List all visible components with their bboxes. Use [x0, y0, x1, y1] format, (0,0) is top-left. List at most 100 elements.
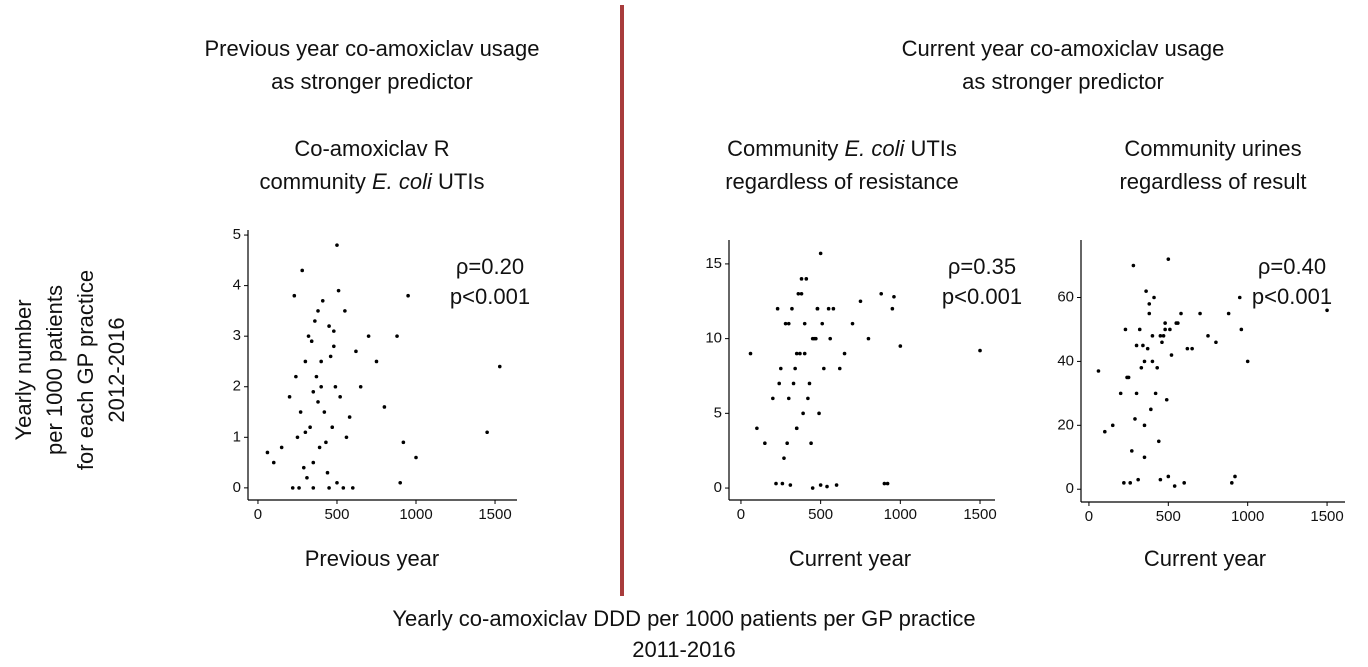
point [1214, 340, 1218, 345]
title-run: E. coli [372, 169, 433, 194]
point [755, 426, 759, 431]
point [287, 395, 292, 399]
y-axis-label: for each GP practice [73, 270, 98, 470]
point [778, 366, 783, 371]
point [820, 321, 825, 326]
point [1131, 263, 1136, 268]
point [1150, 359, 1155, 364]
x-tick-label: 1000 [884, 506, 917, 523]
point [1142, 359, 1147, 364]
point [292, 293, 297, 298]
point [814, 336, 818, 341]
point [834, 483, 839, 487]
title-run: Co-amoxiclav R [294, 136, 449, 161]
point [1164, 397, 1169, 402]
point [320, 298, 325, 303]
annotation: ρ=0.20 [456, 254, 524, 279]
panel-title: community E. coli UTIs [260, 169, 485, 194]
point [295, 435, 300, 440]
point [1134, 391, 1139, 396]
point [774, 481, 778, 486]
y-axis-label: 2012-2016 [104, 317, 129, 422]
heading: Current year co-amoxiclav usage [902, 36, 1225, 61]
point [1239, 327, 1244, 332]
point [347, 415, 352, 419]
heading: as stronger predictor [271, 69, 473, 94]
point [978, 348, 982, 353]
point [1139, 366, 1144, 370]
title-run: regardless of result [1119, 169, 1306, 194]
point [1096, 369, 1101, 373]
point [782, 456, 786, 460]
point [1133, 417, 1137, 421]
x-axis-label: 2011-2016 [632, 637, 736, 662]
point [316, 400, 320, 404]
point [842, 351, 847, 356]
point [1147, 311, 1152, 316]
point [290, 486, 295, 490]
point [374, 359, 379, 364]
point [1230, 481, 1234, 485]
point [327, 324, 331, 328]
panel-title: regardless of result [1119, 169, 1306, 194]
point [815, 306, 820, 311]
point [1245, 359, 1250, 364]
point [885, 481, 890, 486]
point [314, 374, 319, 379]
point [322, 410, 327, 414]
point [382, 405, 387, 409]
point [818, 251, 823, 256]
point [850, 321, 855, 326]
point [297, 486, 301, 490]
point [1142, 423, 1147, 428]
heading: as stronger predictor [962, 69, 1164, 94]
point [311, 460, 316, 465]
point [333, 384, 338, 389]
point [1166, 257, 1171, 261]
panel-title: Community urines [1124, 136, 1301, 161]
point [1198, 311, 1202, 316]
point [777, 381, 782, 386]
point [898, 344, 903, 348]
point [802, 321, 807, 326]
point [300, 268, 305, 273]
panel-title: Community E. coli UTIs [727, 136, 957, 161]
point [1155, 366, 1159, 370]
point [308, 425, 312, 429]
point [810, 486, 815, 490]
point [279, 445, 284, 450]
point [858, 299, 863, 304]
y-tick-label: 4 [233, 277, 241, 294]
point [1163, 327, 1167, 332]
title-run: UTIs [904, 136, 957, 161]
point [317, 445, 322, 450]
point [305, 475, 309, 480]
y-tick-label: 0 [714, 479, 722, 496]
point [775, 306, 780, 311]
panel-title: regardless of resistance [725, 169, 959, 194]
x-tick-label: 0 [737, 506, 745, 523]
x-tick-label: 1000 [399, 506, 432, 523]
x-axis-label: Yearly co-amoxiclav DDD per 1000 patient… [392, 606, 975, 631]
point [826, 306, 831, 311]
panel-x-label: Previous year [305, 546, 440, 571]
point [328, 354, 333, 359]
point [828, 336, 833, 341]
point [344, 435, 349, 440]
title-run: Community urines [1124, 136, 1301, 161]
point [271, 460, 276, 465]
point [804, 277, 809, 281]
point [790, 306, 794, 311]
point [303, 430, 308, 435]
point [837, 366, 842, 371]
point [1125, 375, 1129, 380]
point [763, 441, 767, 446]
point [395, 334, 399, 338]
point [341, 486, 346, 490]
point [1185, 346, 1190, 351]
panel-x-label: Current year [1144, 546, 1266, 571]
point [350, 486, 355, 490]
title-run: Community [727, 136, 844, 161]
point [1163, 321, 1167, 325]
